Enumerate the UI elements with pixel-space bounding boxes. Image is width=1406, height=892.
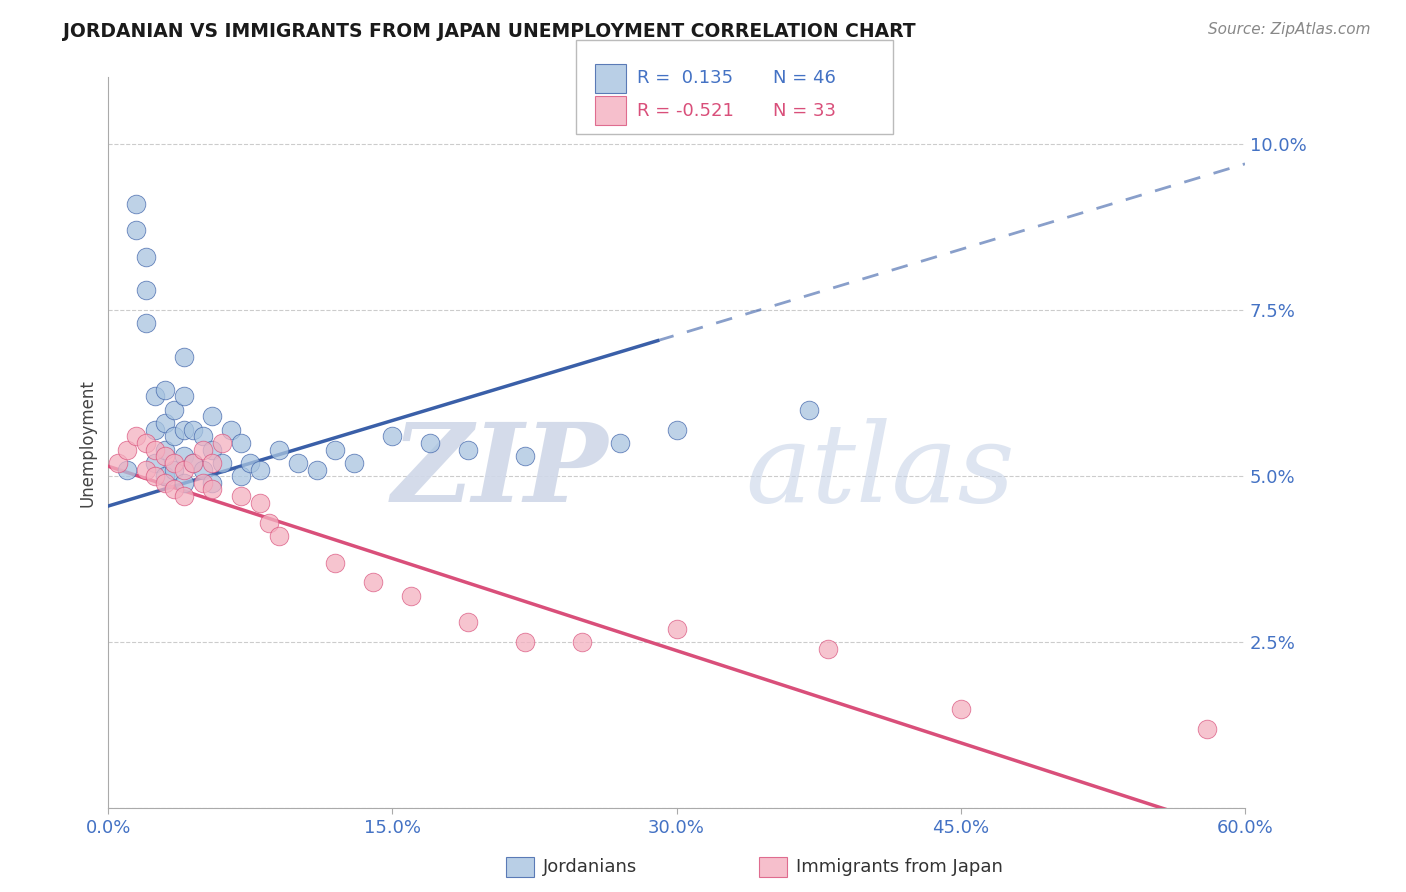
Point <box>191 429 214 443</box>
Point <box>163 429 186 443</box>
Point <box>173 475 195 490</box>
Y-axis label: Unemployment: Unemployment <box>79 379 96 507</box>
Point <box>135 250 157 264</box>
Text: JORDANIAN VS IMMIGRANTS FROM JAPAN UNEMPLOYMENT CORRELATION CHART: JORDANIAN VS IMMIGRANTS FROM JAPAN UNEMP… <box>63 22 915 41</box>
Point <box>305 462 328 476</box>
Point <box>325 442 347 457</box>
Point <box>1197 722 1219 736</box>
Point <box>135 436 157 450</box>
Point <box>239 456 262 470</box>
Point <box>173 462 195 476</box>
Point <box>173 449 195 463</box>
Point <box>135 316 157 330</box>
Point <box>191 462 214 476</box>
Point <box>257 516 280 530</box>
Point <box>201 456 224 470</box>
Point <box>343 456 366 470</box>
Point <box>799 402 821 417</box>
Point <box>457 615 479 630</box>
Point <box>571 635 593 649</box>
Point <box>201 483 224 497</box>
Point <box>287 456 309 470</box>
Point <box>229 469 252 483</box>
Point <box>125 429 148 443</box>
Point <box>135 462 157 476</box>
Point <box>183 456 205 470</box>
Point <box>163 483 186 497</box>
Text: N = 46: N = 46 <box>773 70 837 87</box>
Point <box>363 575 385 590</box>
Point <box>145 389 167 403</box>
Point <box>115 442 138 457</box>
Point <box>201 475 224 490</box>
Text: N = 33: N = 33 <box>773 102 837 120</box>
Point <box>183 456 205 470</box>
Point <box>401 589 423 603</box>
Point <box>381 429 404 443</box>
Text: Jordanians: Jordanians <box>543 858 637 876</box>
Point <box>249 496 271 510</box>
Point <box>173 423 195 437</box>
Point <box>513 635 536 649</box>
Text: R =  0.135: R = 0.135 <box>637 70 733 87</box>
Point <box>665 423 688 437</box>
Point <box>153 442 176 457</box>
Point <box>163 462 186 476</box>
Point <box>267 529 290 543</box>
Point <box>267 442 290 457</box>
Point <box>173 389 195 403</box>
Text: Source: ZipAtlas.com: Source: ZipAtlas.com <box>1208 22 1371 37</box>
Point <box>153 416 176 430</box>
Point <box>145 423 167 437</box>
Point <box>153 475 176 490</box>
Point <box>107 456 129 470</box>
Point <box>191 442 214 457</box>
Text: atlas: atlas <box>745 418 1014 526</box>
Point <box>219 423 242 437</box>
Point <box>153 449 176 463</box>
Point <box>201 442 224 457</box>
Point <box>125 196 148 211</box>
Point <box>949 702 972 716</box>
Point <box>229 436 252 450</box>
Point <box>115 462 138 476</box>
Text: Immigrants from Japan: Immigrants from Japan <box>796 858 1002 876</box>
Point <box>173 350 195 364</box>
Point <box>419 436 441 450</box>
Point <box>183 423 205 437</box>
Point <box>173 489 195 503</box>
Point <box>201 409 224 424</box>
Point <box>229 489 252 503</box>
Point <box>153 383 176 397</box>
Point <box>211 456 233 470</box>
Point <box>135 283 157 297</box>
Point <box>163 402 186 417</box>
Text: ZIP: ZIP <box>392 418 609 526</box>
Point <box>513 449 536 463</box>
Point <box>153 469 176 483</box>
Point <box>145 442 167 457</box>
Point <box>249 462 271 476</box>
Point <box>817 642 839 657</box>
Point <box>609 436 631 450</box>
Point <box>145 456 167 470</box>
Point <box>665 622 688 636</box>
Text: R = -0.521: R = -0.521 <box>637 102 734 120</box>
Point <box>163 456 186 470</box>
Point <box>125 223 148 237</box>
Point <box>145 469 167 483</box>
Point <box>325 556 347 570</box>
Point <box>211 436 233 450</box>
Point <box>457 442 479 457</box>
Point <box>191 475 214 490</box>
